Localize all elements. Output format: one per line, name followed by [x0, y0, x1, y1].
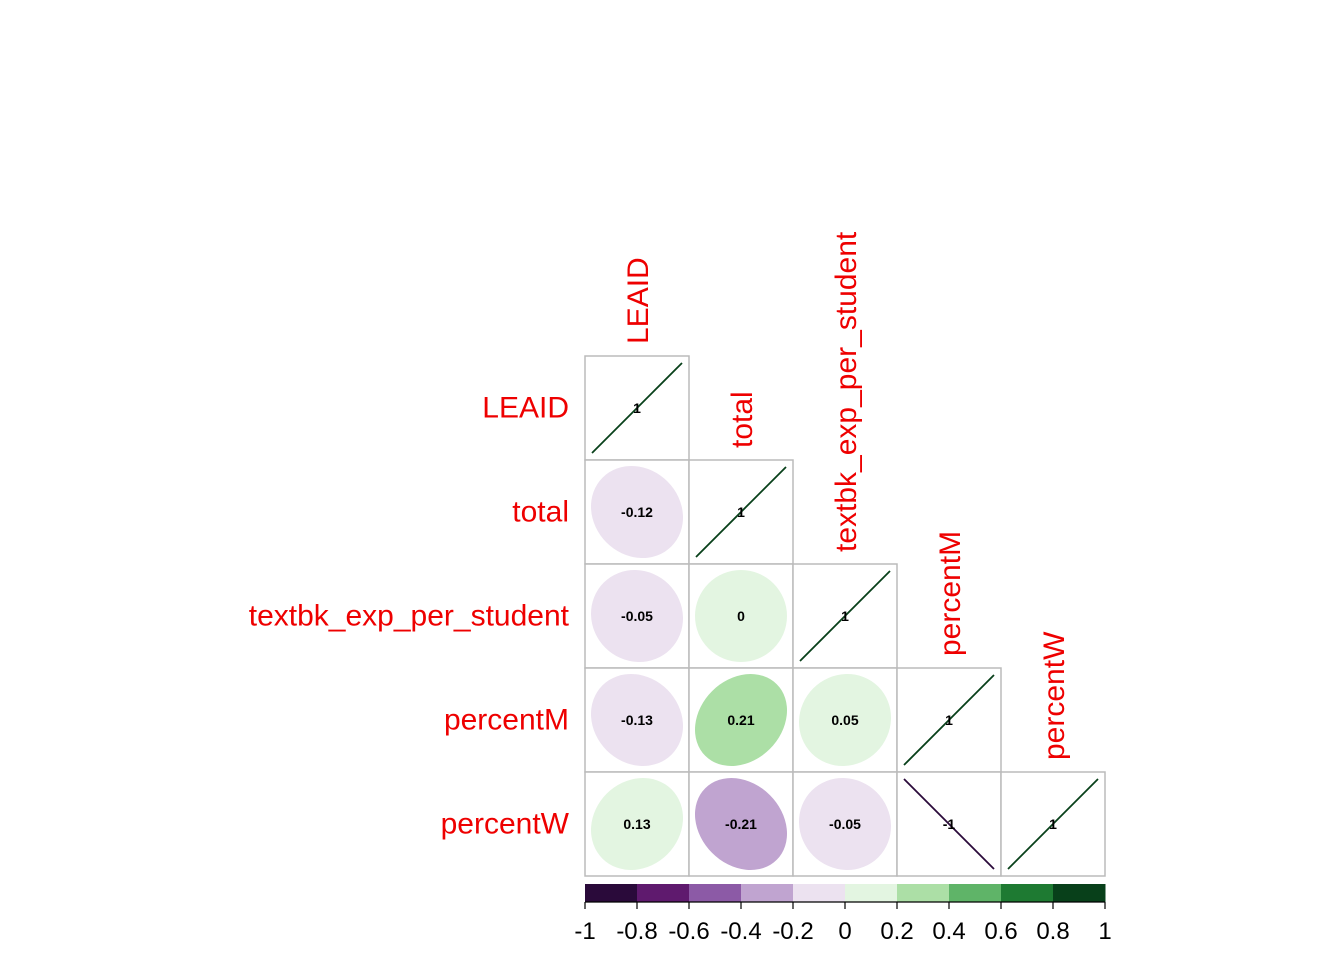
correlation-ellipse: [798, 777, 892, 870]
correlation-ellipse: [590, 569, 684, 662]
cell-value-label: -0.13: [621, 712, 653, 728]
matrix-cell: 0.21: [688, 667, 794, 773]
row-label: total: [512, 496, 569, 529]
correlation-line: [903, 778, 995, 870]
column-label: percentW: [1038, 631, 1071, 760]
colorbar-tick-label: -0.6: [668, 918, 709, 945]
cell-value-label: 1: [737, 504, 745, 520]
colorbar-segment: [741, 884, 794, 902]
correlation-line: [591, 362, 683, 454]
row-label: LEAID: [482, 392, 569, 425]
row-label: percentW: [441, 808, 570, 841]
matrix-cell: -0.21: [688, 771, 794, 877]
cell-value-label: 0.05: [831, 712, 858, 728]
matrix-cell: -0.12: [584, 459, 690, 565]
correlation-ellipse: [695, 570, 787, 662]
cell-value-label: -0.05: [621, 608, 653, 624]
cell-value-label: 0: [737, 608, 745, 624]
cell-value-label: 1: [633, 400, 641, 416]
colorbar-tick-label: 0.2: [880, 918, 913, 945]
column-label-group: LEAID total textbk_exp_per_student percentM…: [622, 231, 1071, 760]
colorbar-tick-label: -0.8: [616, 918, 657, 945]
column-label: total: [726, 391, 759, 448]
correlation-ellipse: [695, 778, 788, 871]
matrix-cell: 0.13: [584, 771, 690, 877]
matrix-cell: 1: [896, 667, 1002, 773]
cell-value-label: 1: [841, 608, 849, 624]
correlation-line: [1007, 778, 1099, 870]
matrix-cell: -0.05: [792, 771, 898, 877]
matrix-cell: 0: [688, 563, 794, 669]
cell-group: 1 -0.12 1 -0.05 0 1 -0.13 0.21 0.05 1 0.13 -0.21 -0.…: [584, 355, 1106, 877]
colorbar-segment: [689, 884, 742, 902]
colorbar-tick-label: 0.8: [1036, 918, 1069, 945]
cell-value-label: 1: [1049, 816, 1057, 832]
correlation-line: [799, 570, 891, 662]
matrix-cell: -1: [896, 771, 1002, 877]
colorbar-tick-label: -0.2: [772, 918, 813, 945]
colorbar-segment: [845, 884, 898, 902]
column-label: percentM: [934, 531, 967, 656]
cell-value-label: -0.05: [829, 816, 861, 832]
correlation-line: [695, 466, 787, 558]
colorbar-segment: [897, 884, 950, 902]
matrix-cell: -0.05: [584, 563, 690, 669]
colorbar: -1 -0.8 -0.6 -0.4 -0.2 0 0.2 0.4 0.6 0.8 1: [574, 884, 1112, 945]
correlation-ellipse: [590, 778, 683, 871]
correlation-ellipse: [695, 673, 788, 766]
matrix-cell: 1: [792, 563, 898, 669]
column-label: textbk_exp_per_student: [830, 231, 863, 552]
matrix-cell: 1: [584, 355, 690, 461]
correlation-line: [903, 674, 995, 766]
matrix-cell: -0.13: [584, 667, 690, 773]
colorbar-segment: [1053, 884, 1106, 902]
matrix-cell: 1: [688, 459, 794, 565]
matrix-cell: 0.05: [792, 667, 898, 773]
cell-value-label: -0.21: [725, 816, 757, 832]
row-label: percentM: [444, 704, 569, 737]
row-label-group: LEAID total textbk_exp_per_student percentM…: [249, 392, 570, 841]
correlation-ellipse: [590, 673, 683, 766]
colorbar-segment: [949, 884, 1002, 902]
cell-value-label: -0.12: [621, 504, 653, 520]
colorbar-tick-label: -0.4: [720, 918, 761, 945]
correlation-ellipse: [798, 673, 891, 767]
colorbar-tick-label: -1: [574, 918, 595, 945]
colorbar-segment: [1001, 884, 1054, 902]
cell-value-label: -1: [943, 816, 956, 832]
colorbar-tick-label: 1: [1098, 918, 1111, 945]
colorbar-tick-label: 0.6: [984, 918, 1017, 945]
cell-value-label: 1: [945, 712, 953, 728]
cell-value-label: 0.21: [727, 712, 754, 728]
colorbar-tick-label: 0: [838, 918, 851, 945]
colorbar-segment: [793, 884, 846, 902]
correlation-ellipse: [591, 466, 683, 558]
matrix-cell: 1: [1000, 771, 1106, 877]
colorbar-segment: [637, 884, 690, 902]
colorbar-tick-label: 0.4: [932, 918, 965, 945]
cell-value-label: 0.13: [623, 816, 650, 832]
row-label: textbk_exp_per_student: [249, 600, 570, 633]
colorbar-segment: [585, 884, 638, 902]
column-label: LEAID: [622, 257, 655, 344]
